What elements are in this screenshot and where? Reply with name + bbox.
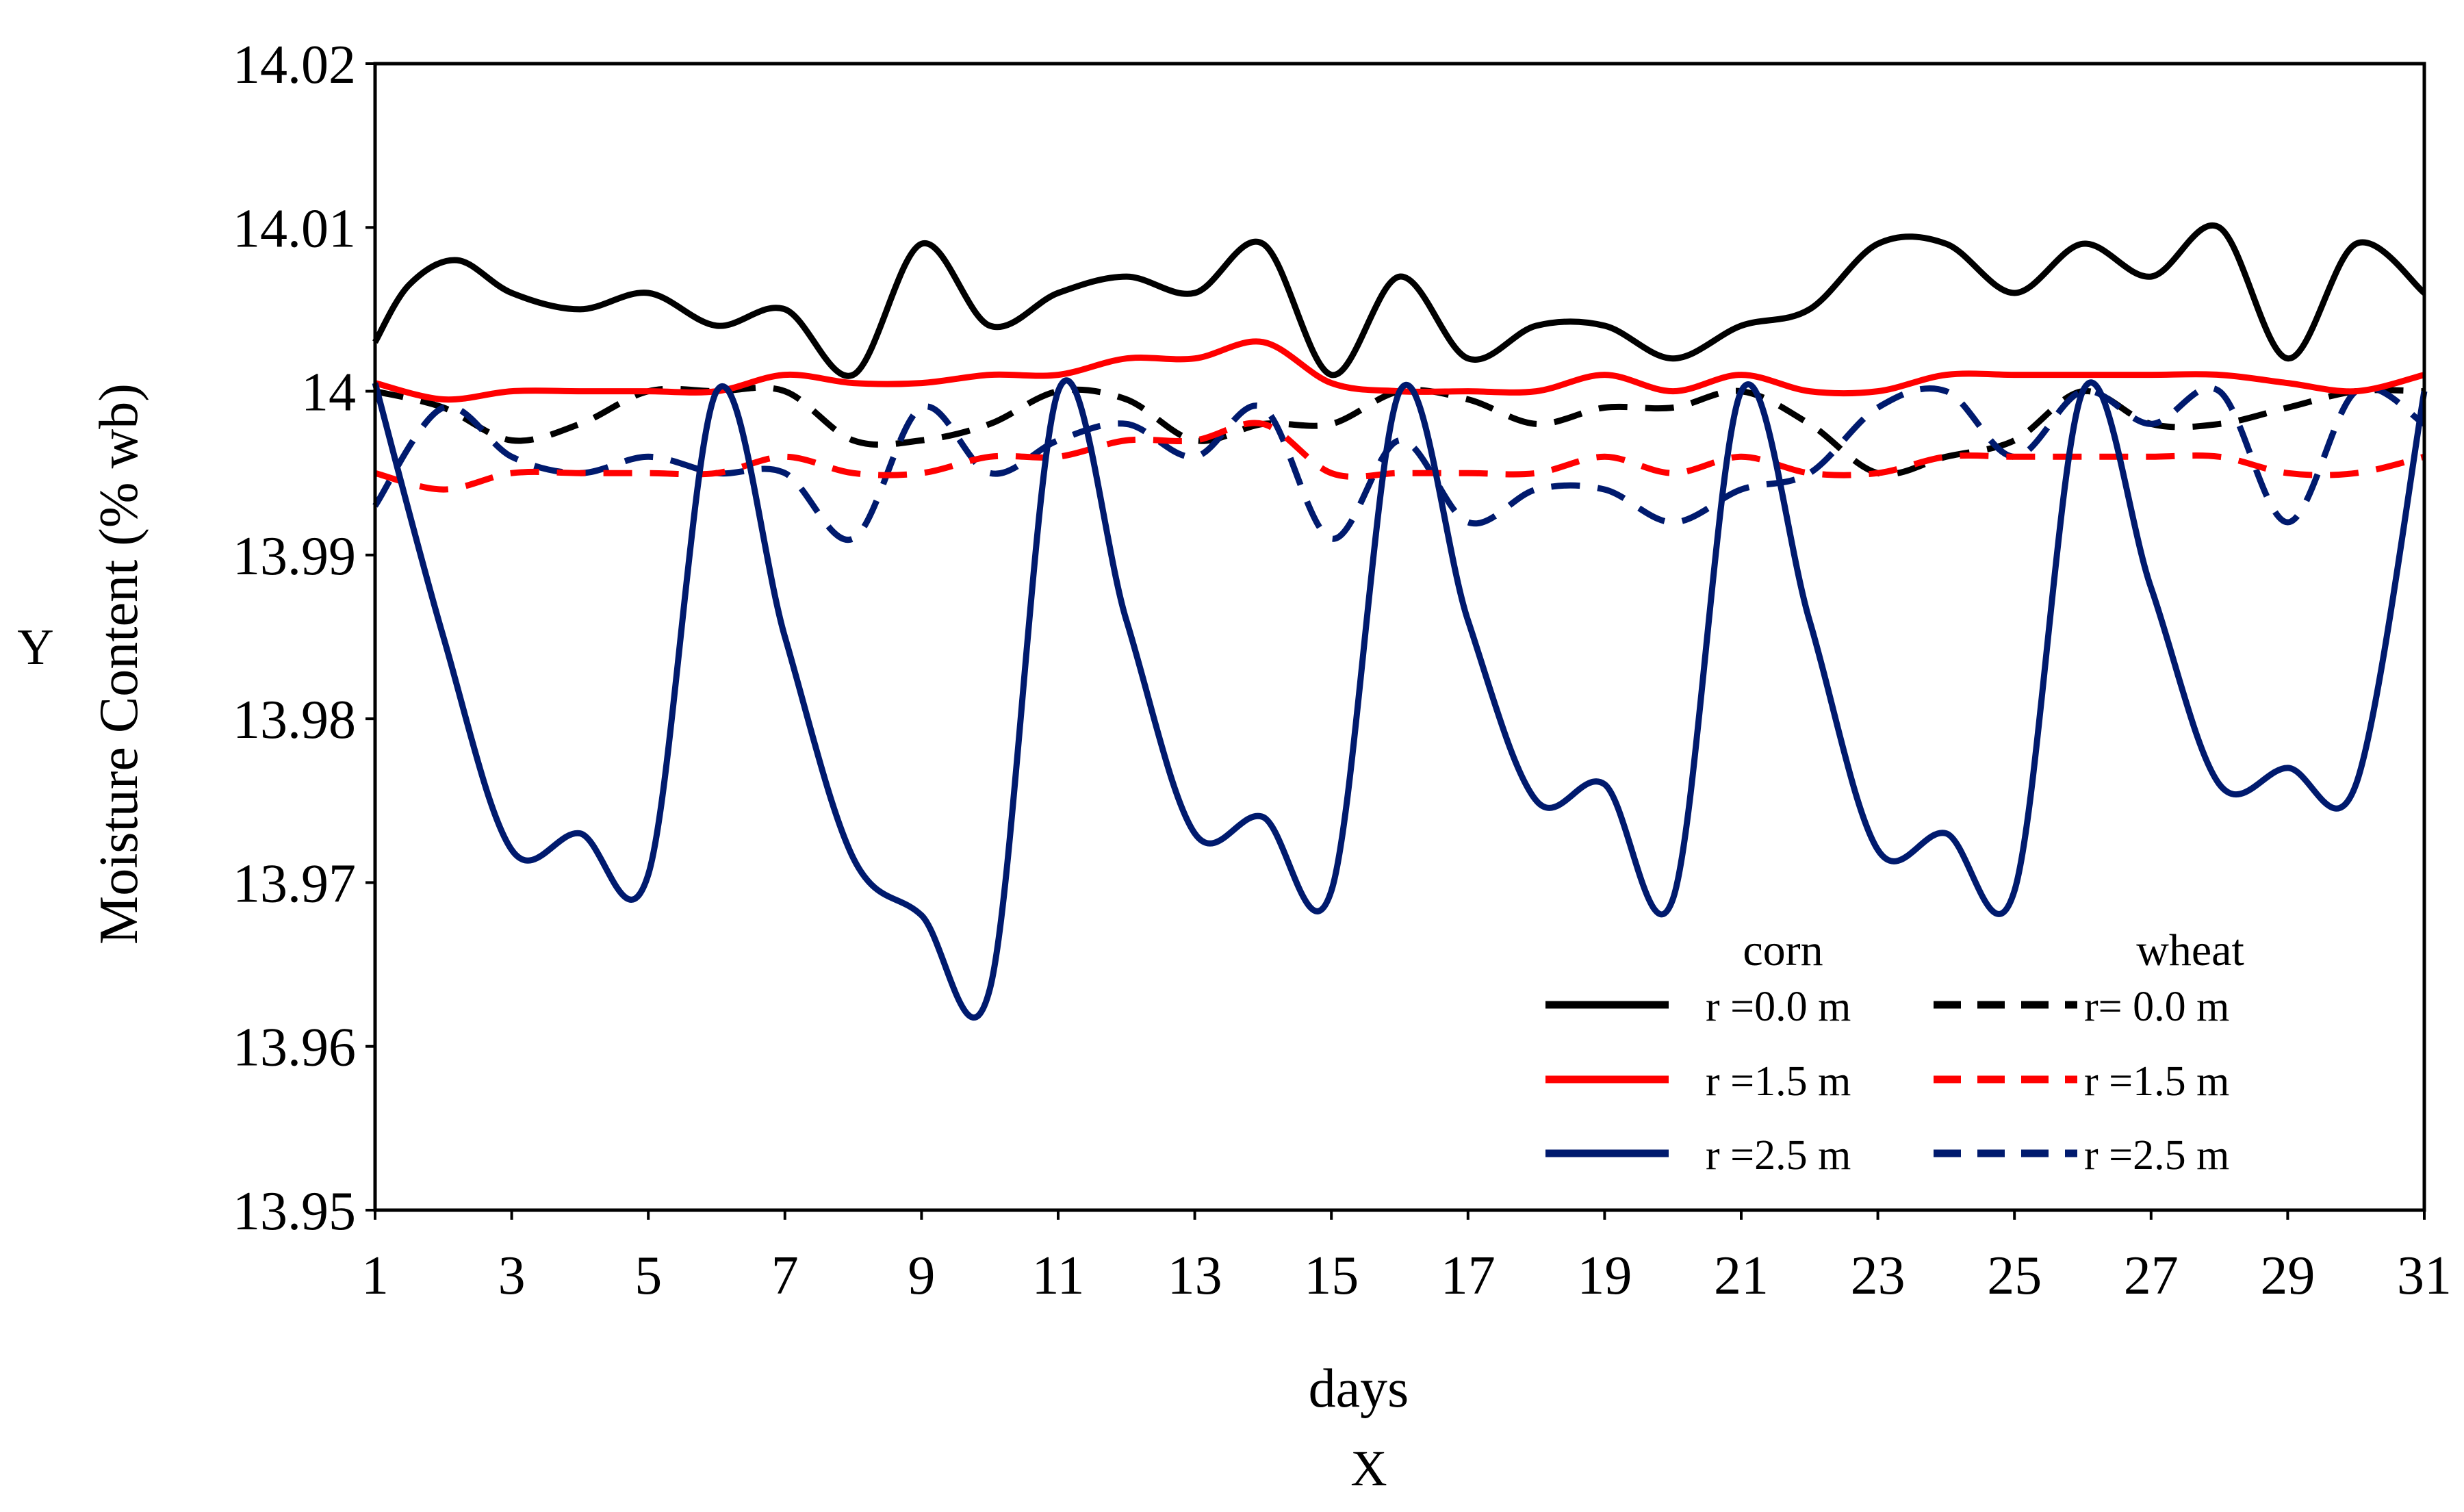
y-tick-label: 13.95 xyxy=(233,1181,356,1242)
legend-label-wheat-r25: r =2.5 m xyxy=(2084,1132,2229,1179)
legend: corn wheat r =0.0 m r= 0.0 m r =1.5 m r … xyxy=(1545,925,2244,1179)
y-tick-label: 13.99 xyxy=(233,526,356,587)
legend-label-corn-r0: r =0.0 m xyxy=(1706,984,1851,1030)
x-tick-label: 27 xyxy=(2124,1246,2179,1306)
y-tick-label: 13.96 xyxy=(233,1018,356,1078)
y-tick-label: 13.97 xyxy=(233,854,356,914)
plot-area-frame xyxy=(373,62,2426,1212)
x-tick-label: 11 xyxy=(1031,1246,1084,1306)
legend-header-wheat: wheat xyxy=(2136,925,2244,975)
series-layer xyxy=(372,222,2428,1021)
series-line-corn-0 xyxy=(372,222,2426,379)
x-tick-label: 29 xyxy=(2260,1246,2315,1306)
x-tick-label: 5 xyxy=(634,1246,662,1306)
x-tick-label: 23 xyxy=(1851,1246,1905,1306)
x-tick-label: 1 xyxy=(361,1246,389,1306)
x-tick-label: 21 xyxy=(1714,1246,1769,1306)
x-tick-label: 19 xyxy=(1577,1246,1632,1306)
y-axis-title: Moisture Content (% wb) xyxy=(89,383,149,945)
x-axis-ticks: 1 3 5 7 9 11 13 15 17 19 21 23 25 27 29 31 xyxy=(361,1210,2452,1306)
y-tick-label: 13.98 xyxy=(233,690,356,750)
x-tick-label: 17 xyxy=(1441,1246,1496,1306)
x-axis-letter: X xyxy=(1350,1441,1387,1497)
y-tick-label: 14.01 xyxy=(233,198,356,259)
x-tick-label: 3 xyxy=(498,1246,526,1306)
x-axis-title: days xyxy=(1309,1359,1409,1419)
series-line-wheat-4 xyxy=(374,420,2426,493)
y-tick-label: 14 xyxy=(301,363,356,423)
x-tick-label: 9 xyxy=(908,1246,935,1306)
series-line-corn-2 xyxy=(372,377,2428,1021)
x-tick-label: 13 xyxy=(1168,1246,1222,1306)
y-axis-letter: Y xyxy=(17,619,53,676)
y-axis-ticks: 13.95 13.96 13.97 13.98 13.99 14 14.01 14.02 xyxy=(233,35,375,1242)
legend-label-wheat-r15: r =1.5 m xyxy=(2084,1058,2229,1105)
y-tick-label: 14.02 xyxy=(233,35,356,95)
series-line-wheat-5 xyxy=(372,384,2426,543)
x-tick-label: 31 xyxy=(2397,1246,2452,1306)
legend-header-corn: corn xyxy=(1743,925,1823,975)
x-tick-label: 7 xyxy=(771,1246,799,1306)
x-tick-label: 15 xyxy=(1304,1246,1359,1306)
legend-label-corn-r15: r =1.5 m xyxy=(1706,1058,1851,1105)
legend-label-corn-r25: r =2.5 m xyxy=(1706,1132,1851,1179)
legend-label-wheat-r0: r= 0.0 m xyxy=(2084,984,2229,1030)
x-tick-label: 25 xyxy=(1987,1246,2042,1306)
